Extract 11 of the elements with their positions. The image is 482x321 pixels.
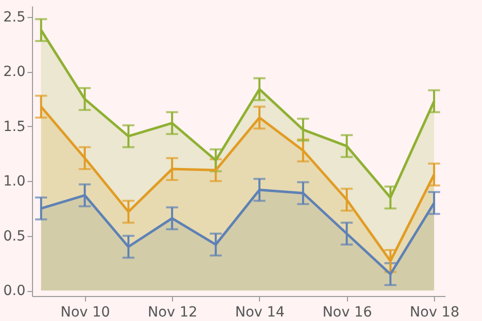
y-tick-label: 1.0 — [3, 174, 26, 190]
y-tick-label: 0.5 — [3, 228, 26, 244]
y-tick-label: 2.5 — [3, 9, 26, 26]
x-tick-label: Nov 10 — [60, 304, 110, 320]
x-tick-label: Nov 12 — [148, 304, 198, 320]
y-tick-label: 2.0 — [3, 64, 26, 80]
x-tick-label: Nov 18 — [410, 304, 460, 320]
x-tick-label: Nov 16 — [322, 304, 372, 320]
y-tick-label: 0.0 — [3, 283, 26, 300]
x-tick-label: Nov 14 — [235, 304, 285, 320]
y-tick-label: 1.5 — [3, 118, 26, 135]
